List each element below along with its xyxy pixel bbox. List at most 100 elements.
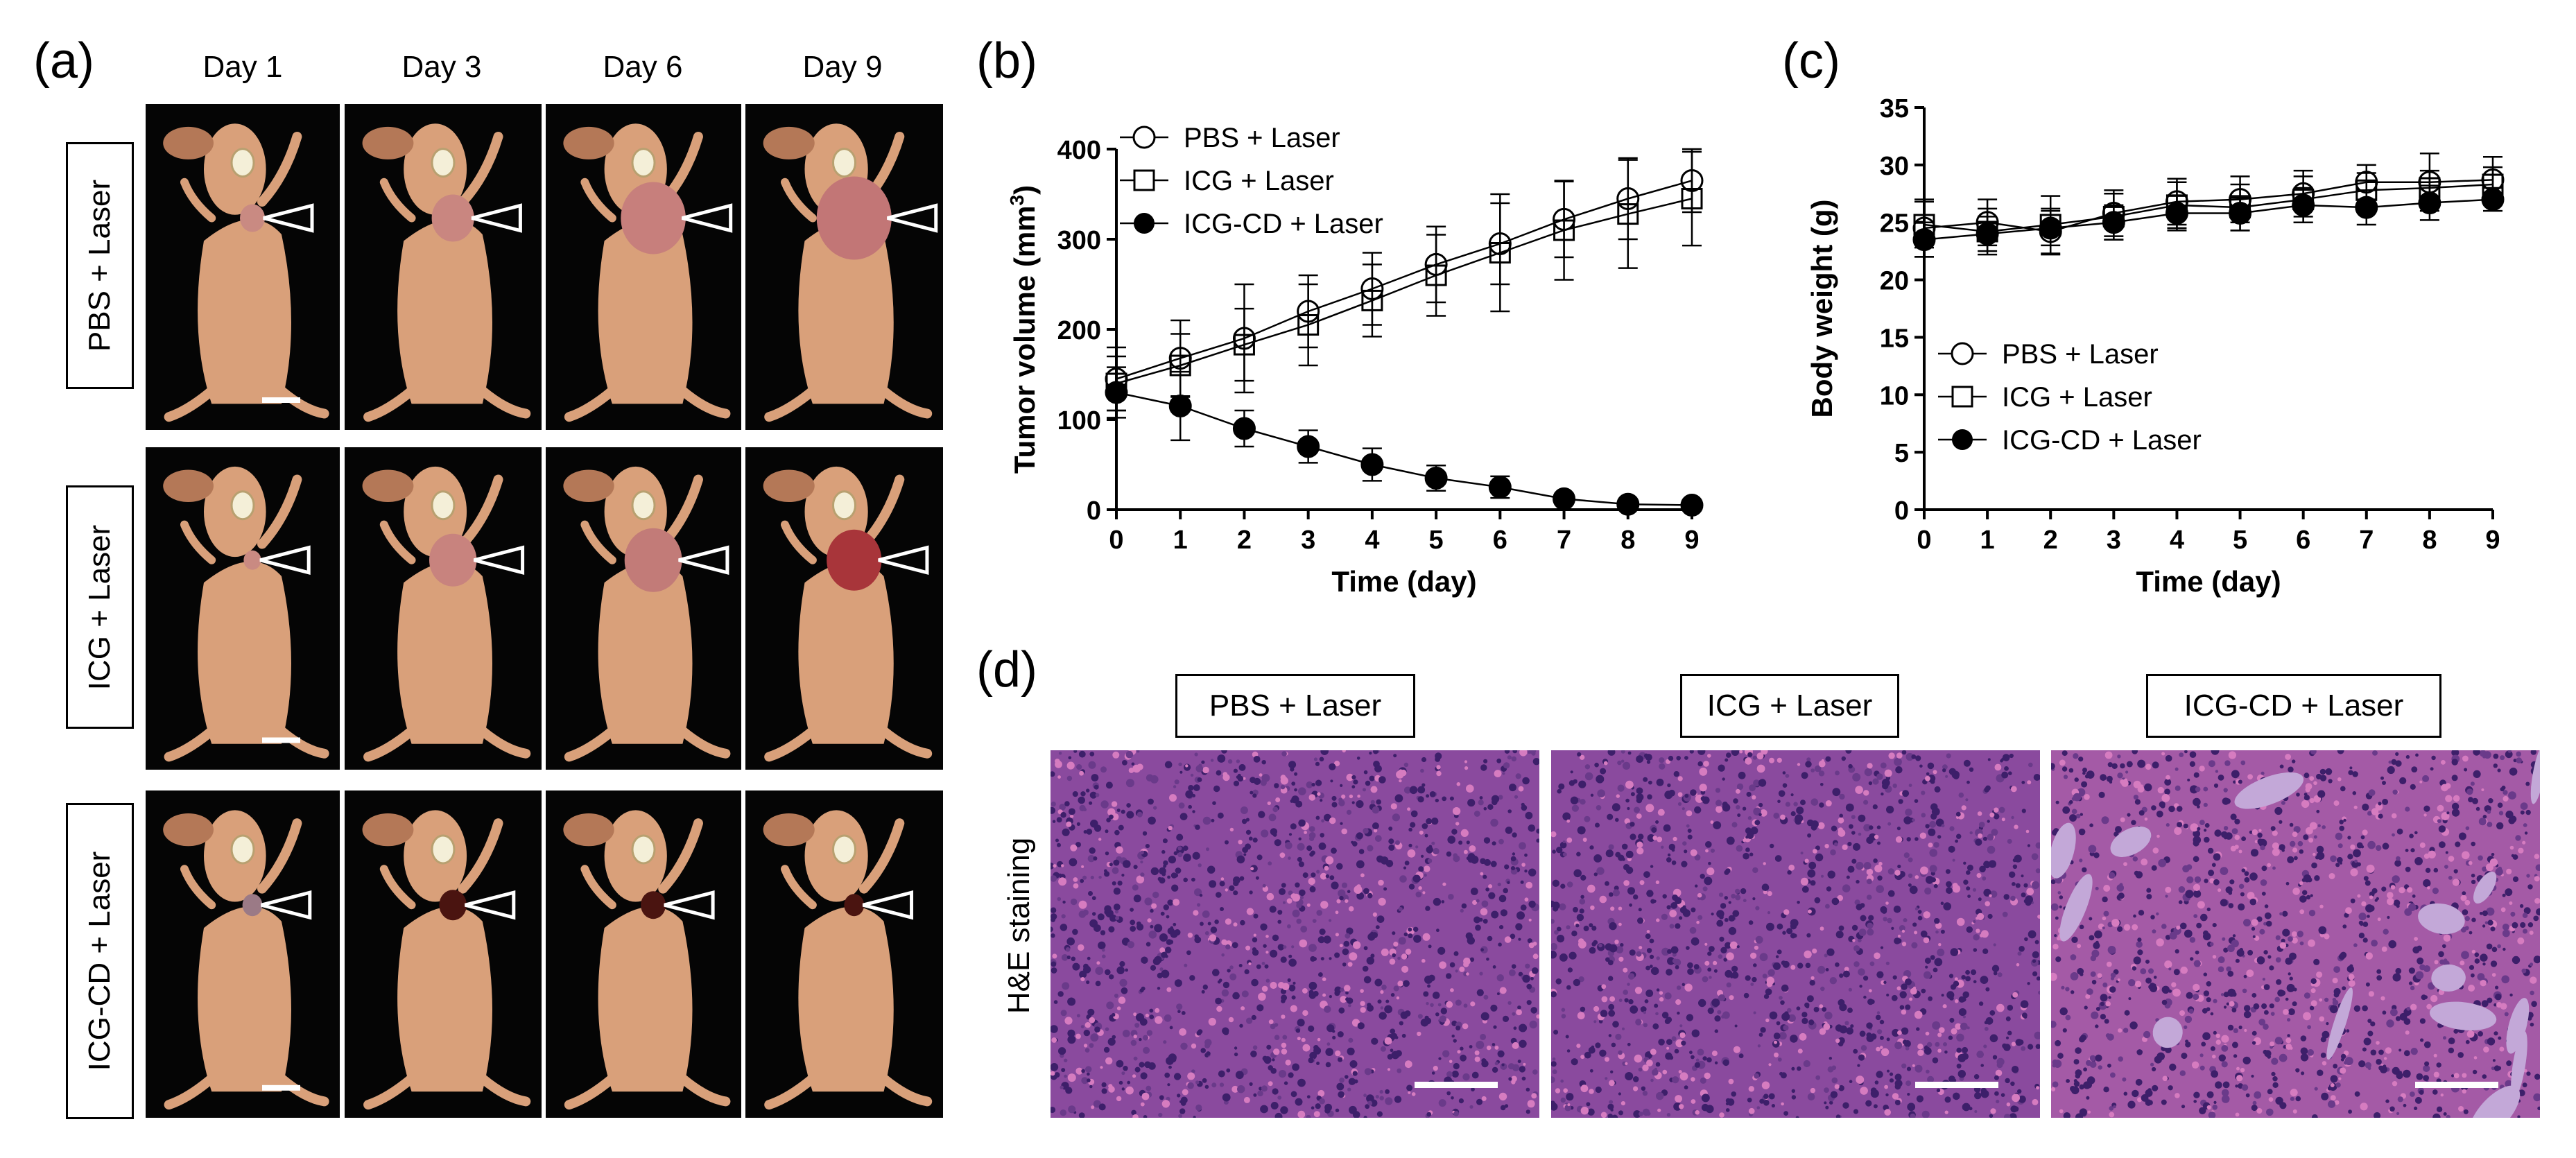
- mouth-clip: [431, 834, 456, 865]
- tissue-cell: [1699, 768, 1708, 776]
- mouse-ear: [563, 813, 614, 847]
- tissue-cell: [1308, 826, 1315, 832]
- tissue-cell: [1071, 956, 1076, 962]
- tissue-cell: [1064, 1058, 1068, 1062]
- tissue-cell: [2382, 842, 2389, 850]
- tissue-cell: [2481, 1000, 2489, 1008]
- tissue-cell: [1463, 1003, 1468, 1008]
- tissue-cell: [2310, 988, 2316, 994]
- tissue-cell: [1728, 926, 1737, 935]
- mouse-ear: [362, 126, 414, 159]
- tissue-cell: [1105, 1027, 1109, 1032]
- tissue-cell: [1253, 756, 1261, 763]
- tissue-cell: [1153, 806, 1157, 810]
- tissue-cell: [2263, 922, 2267, 926]
- tissue-cell: [1177, 846, 1182, 851]
- tissue-cell: [1562, 852, 1567, 857]
- tissue-cell: [2460, 960, 2465, 966]
- tissue-cell: [1573, 779, 1577, 784]
- tissue-cell: [1169, 1026, 1173, 1030]
- tissue-cell: [1376, 799, 1381, 805]
- tissue-cell: [1322, 993, 1326, 997]
- tissue-cell: [2367, 1019, 2372, 1023]
- tissue-cell: [2136, 1049, 2143, 1055]
- tissue-cell: [1704, 1072, 1711, 1080]
- mouse-ear: [763, 813, 815, 847]
- tissue-cell: [1645, 804, 1654, 813]
- tissue-cell: [2124, 778, 2128, 782]
- tissue-cell: [2193, 829, 2201, 838]
- tissue-cell: [2505, 1080, 2513, 1088]
- tissue-cell: [1853, 842, 1860, 851]
- tissue-cell: [1500, 909, 1507, 917]
- tissue-cell: [2222, 937, 2226, 941]
- tissue-cell: [1774, 855, 1782, 862]
- tissue-cell: [1719, 1112, 1724, 1118]
- tissue-cell: [2395, 1016, 2401, 1021]
- tissue-cell: [1263, 1056, 1272, 1064]
- tumor-arrowhead: [261, 890, 312, 920]
- tissue-cell: [2301, 1071, 2305, 1075]
- tissue-cell: [2385, 1099, 2389, 1103]
- tissue-cell: [1885, 1093, 1889, 1097]
- tissue-cell: [2367, 915, 2370, 918]
- tissue-cell: [1187, 1072, 1195, 1080]
- tissue-cell: [1421, 757, 1427, 763]
- tissue-cell: [1728, 1078, 1734, 1084]
- tissue-cell: [1593, 1020, 1597, 1023]
- tissue-cell: [2117, 754, 2121, 759]
- scale-bar: [2415, 1082, 2498, 1088]
- tissue-cell: [2243, 1005, 2251, 1012]
- tissue-cell: [1681, 1040, 1686, 1046]
- mouse-ear: [563, 469, 614, 503]
- tissue-cell: [1580, 895, 1584, 899]
- tissue-cell: [1206, 847, 1209, 852]
- tissue-cell: [1851, 924, 1858, 931]
- y-tick-label: 0: [1894, 496, 1909, 526]
- tissue-cell: [2252, 935, 2256, 938]
- tissue-cell: [1136, 763, 1143, 770]
- tissue-cell: [1978, 897, 1982, 901]
- tissue-cell: [2068, 800, 2073, 804]
- tissue-cell: [1101, 1088, 1107, 1094]
- tissue-cell: [1963, 759, 1971, 767]
- tissue-cell: [2390, 885, 2396, 890]
- tissue-cell: [1066, 956, 1071, 960]
- tissue-cell: [1819, 1028, 1826, 1035]
- tumor-arrowhead: [473, 545, 525, 575]
- tumor-arrowhead: [862, 890, 914, 920]
- tissue-cell: [1810, 768, 1815, 772]
- tissue-cell: [1695, 794, 1704, 803]
- tissue-cell: [1473, 916, 1481, 924]
- tissue-cell: [1426, 1002, 1429, 1005]
- tissue-cell: [1123, 1066, 1128, 1071]
- tissue-cell: [1790, 1035, 1798, 1043]
- tissue-cell: [1066, 775, 1073, 781]
- tissue-cell: [2387, 897, 2394, 906]
- tissue-cell: [1422, 891, 1426, 895]
- x-tick-label: 4: [2170, 526, 2184, 555]
- tissue-cell: [1149, 1008, 1154, 1013]
- tissue-cell: [1245, 843, 1252, 850]
- tissue-cell: [1248, 962, 1252, 965]
- tissue-cell: [2295, 1068, 2300, 1073]
- tissue-cell: [1263, 944, 1267, 948]
- tissue-cell: [1951, 1028, 1957, 1035]
- tissue-cell: [1370, 953, 1375, 958]
- mouse-arm: [859, 474, 905, 549]
- tissue-cell: [1466, 784, 1474, 793]
- tissue-cell: [1792, 933, 1797, 938]
- tissue-cell: [1902, 1039, 1908, 1045]
- tissue-cell: [1130, 908, 1134, 912]
- tissue-cell: [1777, 757, 1782, 763]
- tissue-cell: [1839, 973, 1844, 978]
- tissue-cell: [1351, 785, 1356, 789]
- tissue-cell: [1970, 969, 1977, 976]
- series-line: [1116, 198, 1693, 385]
- tissue-cell: [1782, 771, 1786, 775]
- tumor-arrowhead: [471, 203, 522, 233]
- data-point: [1168, 395, 1192, 417]
- tissue-cell: [1051, 863, 1055, 870]
- he-image-pbs: [1051, 750, 1539, 1118]
- tissue-cell: [1051, 1063, 1059, 1071]
